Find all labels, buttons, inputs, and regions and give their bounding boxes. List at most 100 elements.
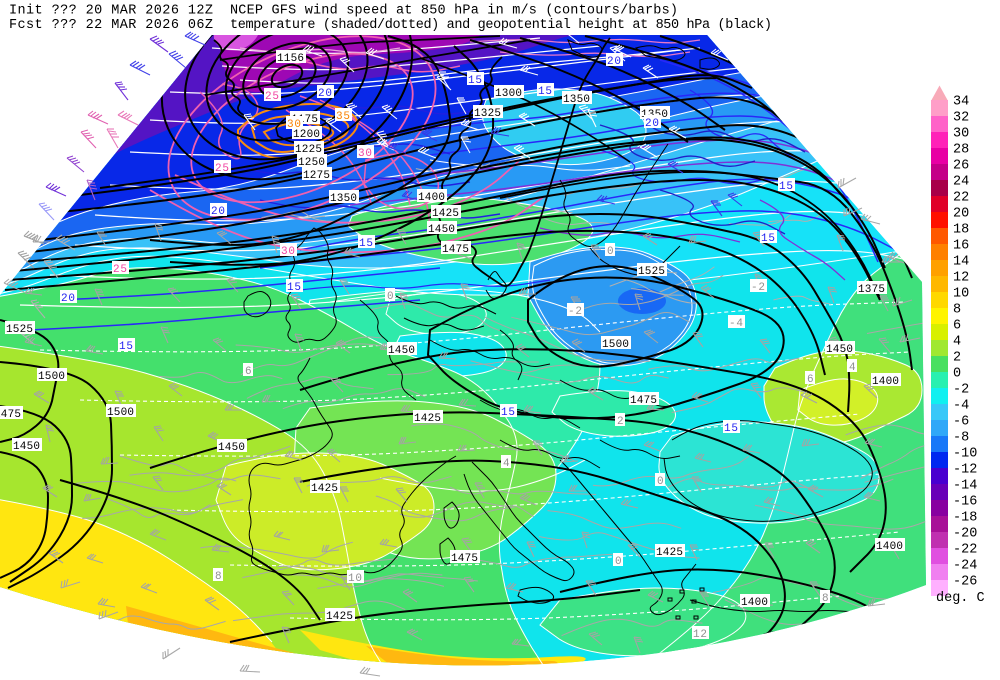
svg-text:15: 15 — [359, 238, 373, 250]
svg-text:25: 25 — [265, 91, 279, 103]
svg-text:1425: 1425 — [326, 611, 353, 623]
svg-text:1525: 1525 — [638, 266, 665, 278]
svg-text:15: 15 — [501, 407, 515, 419]
svg-text:15: 15 — [761, 233, 775, 245]
svg-text:-2: -2 — [953, 383, 969, 398]
svg-text:-4: -4 — [729, 318, 743, 330]
svg-text:15: 15 — [119, 341, 133, 353]
svg-text:1425: 1425 — [311, 483, 338, 495]
svg-text:-8: -8 — [953, 431, 969, 446]
svg-text:15: 15 — [779, 181, 793, 193]
svg-text:1156: 1156 — [277, 53, 304, 65]
svg-text:6: 6 — [953, 319, 961, 334]
svg-text:15: 15 — [724, 423, 738, 435]
svg-text:1225: 1225 — [295, 144, 322, 156]
svg-text:20: 20 — [645, 118, 659, 130]
svg-text:25: 25 — [215, 163, 229, 175]
svg-text:1475: 1475 — [451, 553, 478, 565]
svg-text:-2: -2 — [568, 306, 582, 318]
svg-text:NCEP GFS wind speed at 850 hPa: NCEP GFS wind speed at 850 hPa in m/s (c… — [230, 4, 678, 19]
svg-text:-16: -16 — [953, 495, 977, 510]
svg-text:1350: 1350 — [563, 94, 590, 106]
svg-text:34: 34 — [953, 95, 969, 110]
svg-text:deg. C: deg. C — [936, 591, 985, 606]
svg-text:-18: -18 — [953, 511, 977, 526]
svg-text:30: 30 — [281, 246, 295, 258]
svg-text:1300: 1300 — [495, 88, 522, 100]
svg-text:1525: 1525 — [6, 324, 33, 336]
svg-text:1400: 1400 — [741, 597, 768, 609]
svg-text:16: 16 — [953, 239, 969, 254]
svg-text:-2: -2 — [751, 282, 765, 294]
svg-text:20: 20 — [953, 207, 969, 222]
svg-text:1450: 1450 — [388, 345, 415, 357]
svg-text:-26: -26 — [953, 575, 977, 590]
svg-text:1400: 1400 — [876, 541, 903, 553]
svg-text:1450: 1450 — [218, 442, 245, 454]
svg-text:10: 10 — [348, 573, 362, 585]
svg-text:12: 12 — [953, 271, 969, 286]
svg-text:-20: -20 — [953, 527, 977, 542]
svg-text:2: 2 — [617, 416, 624, 428]
svg-text:6: 6 — [245, 366, 252, 378]
svg-text:6: 6 — [807, 374, 814, 386]
svg-text:1500: 1500 — [38, 371, 65, 383]
svg-text:1475: 1475 — [442, 244, 469, 256]
svg-text:8: 8 — [822, 593, 829, 605]
svg-text:1425: 1425 — [656, 547, 683, 559]
svg-text:-14: -14 — [953, 479, 977, 494]
svg-text:15: 15 — [287, 282, 301, 294]
svg-text:1450: 1450 — [826, 344, 853, 356]
svg-text:1200: 1200 — [293, 129, 320, 141]
svg-text:0: 0 — [607, 246, 614, 258]
svg-text:0: 0 — [387, 291, 394, 303]
svg-text:1450: 1450 — [428, 224, 455, 236]
svg-text:1475: 1475 — [630, 395, 657, 407]
svg-text:8: 8 — [215, 571, 222, 583]
svg-text:22: 22 — [953, 191, 969, 206]
svg-text:28: 28 — [953, 143, 969, 158]
svg-text:-12: -12 — [953, 463, 977, 478]
svg-text:26: 26 — [953, 159, 969, 174]
svg-text:-6: -6 — [953, 415, 969, 430]
svg-text:14: 14 — [953, 255, 969, 270]
svg-text:20: 20 — [607, 56, 621, 68]
svg-text:18: 18 — [953, 223, 969, 238]
svg-text:0: 0 — [657, 476, 664, 488]
svg-text:1275: 1275 — [303, 170, 330, 182]
svg-text:4: 4 — [503, 458, 510, 470]
svg-text:8: 8 — [953, 303, 961, 318]
svg-text:30: 30 — [358, 148, 372, 160]
svg-text:15: 15 — [468, 75, 482, 87]
svg-text:1375: 1375 — [858, 284, 885, 296]
svg-text:35: 35 — [336, 111, 350, 123]
svg-text:Fcst ??? 22 MAR 2026 06Z: Fcst ??? 22 MAR 2026 06Z — [9, 18, 213, 33]
svg-text:1400: 1400 — [872, 376, 899, 388]
svg-text:30: 30 — [953, 127, 969, 142]
svg-text:4: 4 — [953, 335, 961, 350]
svg-text:10: 10 — [953, 287, 969, 302]
svg-text:20: 20 — [318, 88, 332, 100]
svg-text:12: 12 — [693, 629, 707, 641]
svg-text:-10: -10 — [953, 447, 977, 462]
svg-text:1500: 1500 — [107, 407, 134, 419]
svg-text:0: 0 — [953, 367, 961, 382]
svg-text:24: 24 — [953, 175, 969, 190]
svg-text:-22: -22 — [953, 543, 977, 558]
svg-text:1400: 1400 — [418, 192, 445, 204]
svg-text:25: 25 — [113, 264, 127, 276]
svg-text:Init ??? 20 MAR 2026 12Z: Init ??? 20 MAR 2026 12Z — [9, 4, 213, 19]
svg-text:-4: -4 — [953, 399, 969, 414]
svg-text:20: 20 — [61, 293, 75, 305]
svg-text:1450: 1450 — [13, 441, 40, 453]
svg-text:2: 2 — [953, 351, 961, 366]
svg-text:1325: 1325 — [474, 108, 501, 120]
svg-text:1250: 1250 — [298, 157, 325, 169]
svg-text:20: 20 — [211, 206, 225, 218]
svg-text:30: 30 — [287, 119, 301, 131]
svg-text:1350: 1350 — [330, 193, 357, 205]
svg-text:1475: 1475 — [0, 409, 21, 421]
svg-text:1425: 1425 — [432, 208, 459, 220]
svg-text:1500: 1500 — [602, 339, 629, 351]
svg-text:32: 32 — [953, 111, 969, 126]
